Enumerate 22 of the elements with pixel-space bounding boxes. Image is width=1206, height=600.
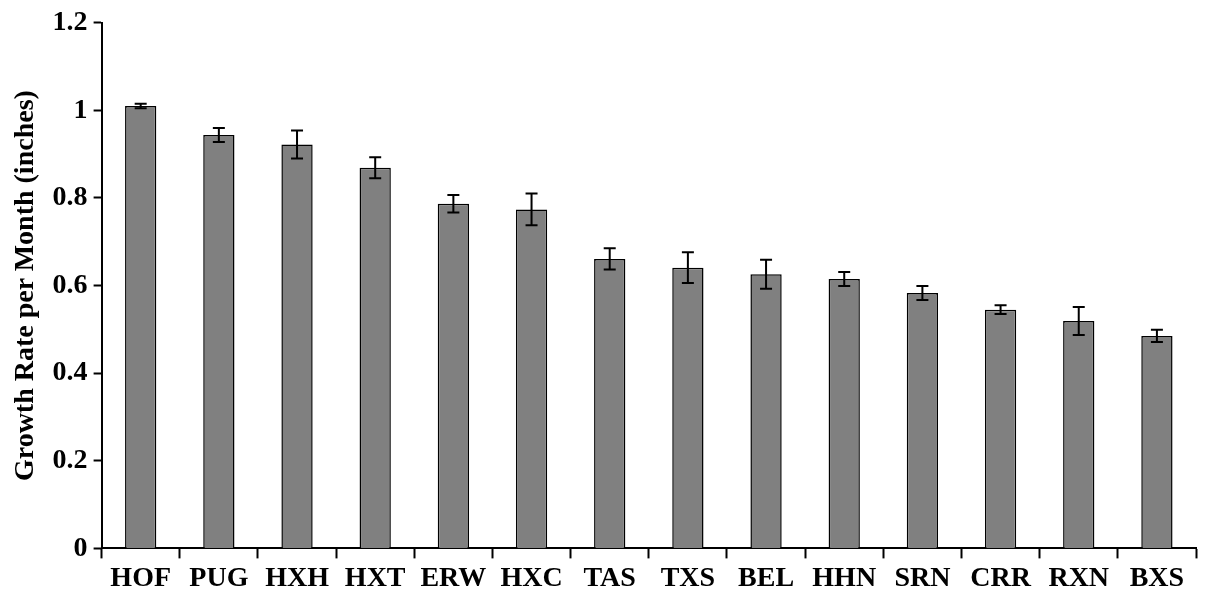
x-tick-label: HXC (500, 561, 563, 593)
x-tick-label: HXT (344, 561, 406, 593)
x-tick-label: TXS (660, 561, 716, 593)
y-tick-label: 0.8 (52, 180, 88, 212)
y-tick-label: 0.4 (52, 355, 88, 387)
y-tick-label: 1 (73, 92, 88, 124)
y-tick-label: 0.6 (52, 267, 88, 299)
y-tick-label: 0 (73, 530, 88, 562)
x-tick-label: HXH (265, 561, 330, 593)
x-tick-label: HOF (110, 561, 172, 593)
x-tick-label: HHN (812, 561, 877, 593)
x-tick-label: BEL (738, 561, 795, 593)
x-tick-label: CRR (970, 561, 1032, 593)
x-tick-label: SRN (894, 561, 951, 593)
x-tick-label: TAS (583, 561, 636, 593)
y-tick-label: 1.2 (52, 5, 88, 37)
y-axis-title: Growth Rate per Month (inches) (8, 90, 40, 482)
x-tick-label: ERW (420, 561, 487, 593)
x-tick-label: BXS (1129, 561, 1185, 593)
x-tick-label: RXN (1048, 561, 1110, 593)
y-tick-label: 0.2 (52, 443, 88, 475)
x-tick-label: PUG (189, 561, 249, 593)
